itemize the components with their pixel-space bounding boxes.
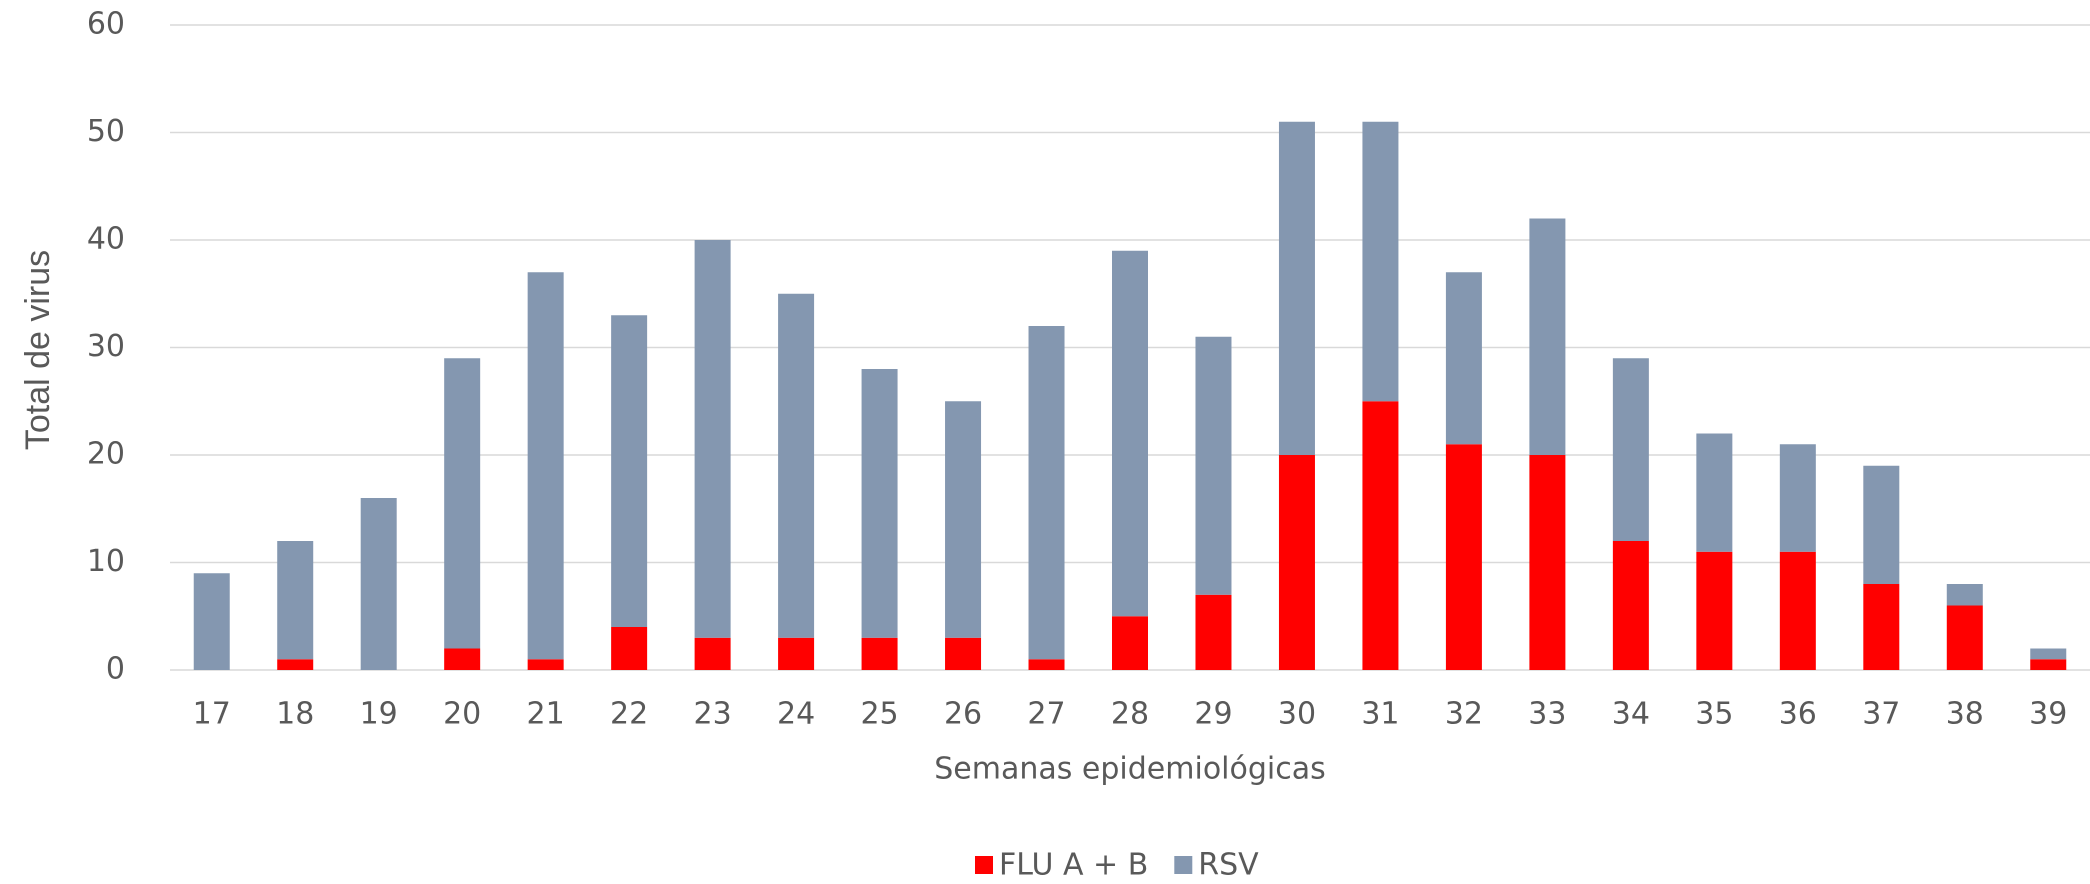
y-tick-label: 0 — [106, 652, 125, 687]
x-tick-label: 26 — [944, 697, 982, 732]
x-tick-label: 19 — [360, 697, 398, 732]
bar-segment — [1112, 250, 1148, 617]
bar-segment — [1696, 551, 1733, 670]
bar-segment — [1445, 272, 1482, 445]
bar-segment — [945, 401, 982, 638]
bar-segment — [1112, 616, 1148, 670]
bar-segment — [1863, 584, 1900, 670]
bar-segment — [945, 637, 982, 670]
y-tick-label: 60 — [87, 7, 125, 42]
x-axis-title: Semanas epidemiológicas — [934, 752, 1326, 787]
y-tick-label: 10 — [87, 544, 125, 579]
bar-segment — [1863, 465, 1900, 584]
x-tick-label: 17 — [193, 697, 231, 732]
bar-segment — [1195, 336, 1232, 595]
bar-segment — [1946, 584, 1983, 606]
bar-segment — [1278, 121, 1315, 455]
x-tick-label: 33 — [1528, 697, 1566, 732]
bar-segment — [1529, 218, 1566, 455]
x-tick-label: 28 — [1111, 697, 1149, 732]
bar-segment — [444, 358, 481, 649]
x-tick-label: 32 — [1445, 697, 1483, 732]
bar-segment — [277, 541, 314, 660]
bar-segment — [2030, 648, 2067, 660]
bar-segment — [1779, 444, 1816, 552]
bar-segment — [1362, 121, 1399, 402]
x-tick-label: 22 — [610, 697, 648, 732]
y-tick-label: 20 — [87, 437, 125, 472]
y-tick-label: 50 — [87, 114, 125, 149]
bar-segment — [1278, 455, 1315, 670]
bar-segment — [1529, 455, 1566, 670]
x-tick-label: 23 — [694, 697, 732, 732]
bar-segment — [360, 498, 397, 670]
bar-segment — [193, 573, 230, 670]
x-tick-label: 35 — [1695, 697, 1733, 732]
x-tick-label: 37 — [1862, 697, 1900, 732]
legend-label: FLU A + B — [999, 848, 1148, 883]
legend-swatch — [1174, 856, 1193, 874]
bar-segment — [1779, 551, 1816, 670]
bar-segment — [277, 659, 314, 670]
x-tick-label: 20 — [443, 697, 481, 732]
x-tick-label: 27 — [1027, 697, 1065, 732]
bar-segment — [527, 272, 564, 660]
x-tick-label: 29 — [1194, 697, 1232, 732]
bar-segment — [611, 627, 648, 670]
bar-segment — [778, 637, 815, 670]
x-tick-label: 31 — [1361, 697, 1399, 732]
bar-segment — [1028, 659, 1065, 670]
x-tick-label: 38 — [1946, 697, 1984, 732]
bar-segment — [2030, 659, 2067, 670]
x-tick-label: 21 — [527, 697, 565, 732]
bar-segment — [1612, 541, 1649, 670]
bar-segment — [527, 659, 564, 670]
bar-segment — [1445, 444, 1482, 670]
x-tick-label: 25 — [860, 697, 898, 732]
x-tick-label: 36 — [1779, 697, 1817, 732]
bar-segment — [778, 293, 815, 638]
y-tick-label: 30 — [87, 329, 125, 364]
bar-segment — [1362, 401, 1399, 670]
bar-segment — [694, 637, 731, 670]
bar-segment — [1696, 433, 1733, 552]
bar-segment — [1946, 605, 1983, 670]
bar-segment — [1612, 358, 1649, 541]
x-tick-label: 30 — [1278, 697, 1316, 732]
bar-segment — [694, 240, 731, 638]
legend-swatch — [975, 856, 993, 874]
x-tick-label: 34 — [1612, 697, 1650, 732]
bar-segment — [611, 315, 648, 627]
y-axis-title: Total de virus — [19, 250, 57, 450]
bar-segment — [444, 648, 481, 670]
bar-segment — [861, 369, 898, 638]
bar-segment — [1195, 594, 1232, 670]
x-tick-label: 39 — [2029, 697, 2067, 732]
y-tick-label: 40 — [87, 222, 125, 257]
legend-label: RSV — [1198, 848, 1259, 883]
x-tick-label: 24 — [777, 697, 815, 732]
bar-segment — [1028, 326, 1065, 660]
x-tick-label: 18 — [276, 697, 314, 732]
bar-segment — [861, 637, 898, 670]
